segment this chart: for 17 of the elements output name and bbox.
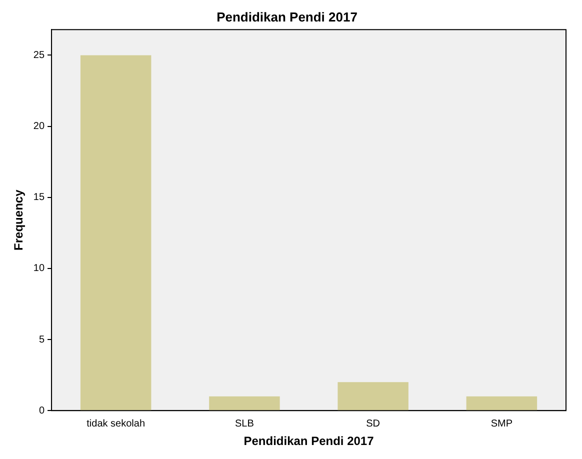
y-tick-label: 25 bbox=[33, 50, 45, 61]
y-tick-label: 0 bbox=[38, 405, 45, 416]
x-tick-label: SMP bbox=[490, 418, 513, 430]
bar bbox=[466, 396, 538, 410]
y-tick-label: 20 bbox=[33, 121, 45, 132]
y-tick-label: 15 bbox=[33, 192, 45, 204]
bar bbox=[338, 382, 408, 410]
y-axis-title: Frequency bbox=[12, 189, 26, 250]
x-axis-title: Pendidikan Pendi 2017 bbox=[244, 434, 374, 448]
x-tick-label: SLB bbox=[235, 418, 254, 430]
bar bbox=[209, 396, 280, 410]
y-tick-label: 10 bbox=[33, 263, 45, 274]
bar bbox=[80, 55, 152, 410]
y-tick-label: 5 bbox=[38, 334, 45, 346]
x-tick-label: SD bbox=[366, 418, 380, 430]
chart-title: Pendidikan Pendi 2017 bbox=[216, 9, 358, 24]
x-tick-label: tidak sekolah bbox=[86, 418, 146, 430]
